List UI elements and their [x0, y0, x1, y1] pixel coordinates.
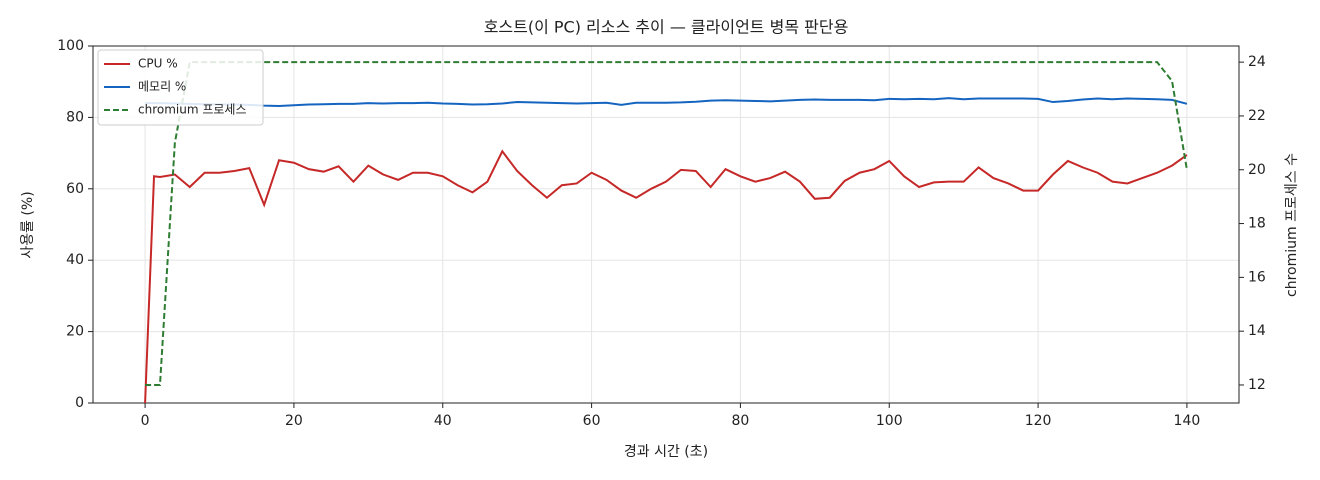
y-tick-label: 0 — [75, 395, 84, 411]
y2-axis-label: chromium 프로세스 수 — [1284, 153, 1300, 297]
y2-tick-label: 20 — [1248, 162, 1266, 178]
chart-title: 호스트(이 PC) 리소스 추이 — 클라이언트 병목 판단용 — [484, 18, 849, 37]
y-axis-label: 사용률 (%) — [20, 191, 36, 258]
y-tick-label: 100 — [57, 38, 84, 54]
y-tick-label: 40 — [66, 252, 84, 268]
y-tick-label: 60 — [66, 181, 84, 197]
x-tick-label: 20 — [285, 413, 303, 429]
y2-tick-label: 22 — [1248, 108, 1266, 124]
series-line — [145, 61, 1188, 386]
series-line — [145, 97, 1188, 107]
x-tick-label: 80 — [732, 413, 750, 429]
legend-label: CPU % — [138, 57, 178, 71]
y2-tick-label: 24 — [1248, 54, 1266, 70]
x-tick-label: 140 — [1174, 413, 1201, 429]
x-tick-label: 0 — [141, 413, 150, 429]
x-tick-label: 100 — [876, 413, 903, 429]
x-tick-label: 40 — [434, 413, 452, 429]
plot-frame — [92, 45, 1240, 404]
y2-tick-label: 12 — [1248, 377, 1266, 393]
series-line — [144, 149, 1188, 404]
y2-tick-label: 18 — [1248, 216, 1266, 232]
legend-label: chromium 프로세스 — [138, 103, 247, 117]
y-tick-label: 20 — [66, 324, 84, 340]
x-tick-label: 60 — [583, 413, 601, 429]
x-tick-label: 120 — [1025, 413, 1052, 429]
y2-tick-label: 16 — [1248, 269, 1266, 285]
legend-label: 메모리 % — [138, 80, 186, 94]
y2-tick-label: 14 — [1248, 323, 1266, 339]
legend-box — [97, 49, 264, 126]
x-axis-label: 경과 시간 (초) — [624, 444, 708, 460]
y-tick-label: 80 — [66, 109, 84, 125]
